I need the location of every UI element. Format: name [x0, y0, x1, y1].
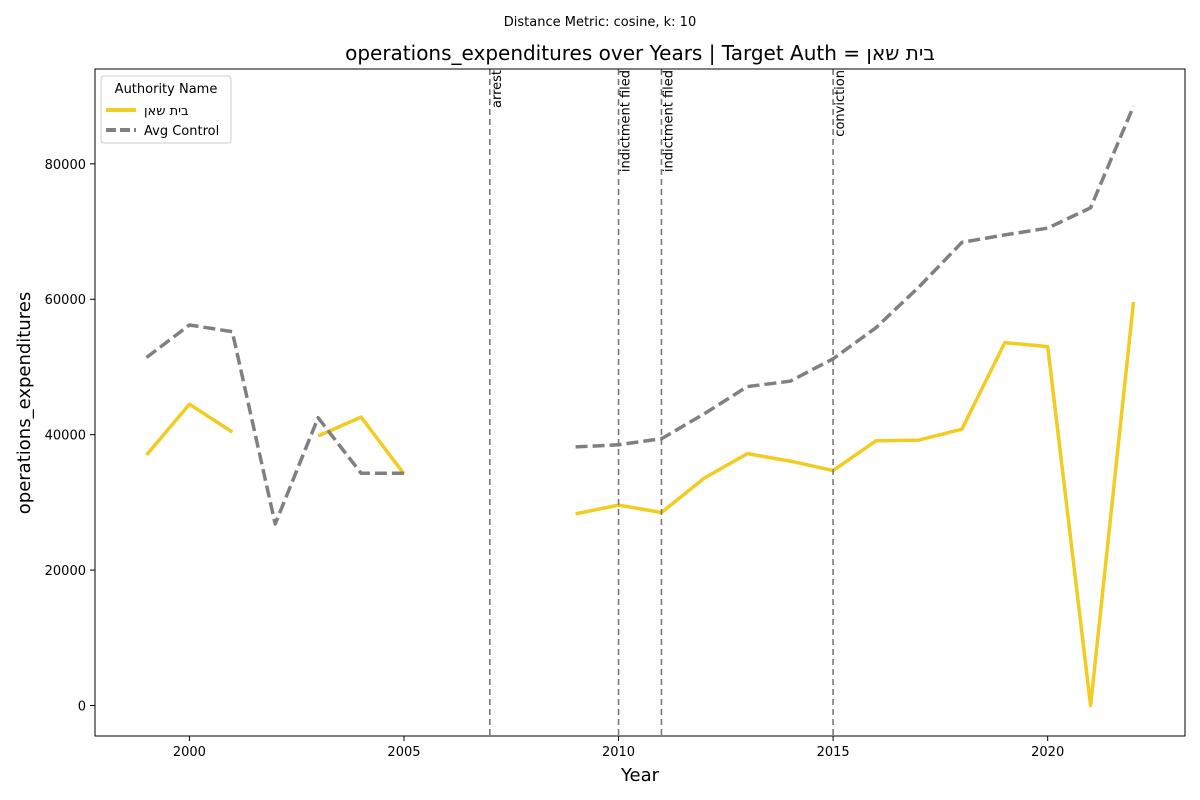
event-label-3: conviction [833, 70, 848, 137]
legend-label-target: בית שאן [144, 104, 189, 119]
target-series-line-1 [317, 415, 406, 475]
y-tick-label-0: 0 [78, 700, 86, 715]
x-tick-label-0: 2000 [173, 745, 206, 760]
y-axis-label: operations_expenditures [14, 292, 35, 514]
event-label-0: arrest [490, 70, 505, 108]
avg-control-series-line-0 [145, 323, 404, 526]
avg-control-series-line-1 [575, 105, 1136, 449]
y-tick-label-4: 80000 [45, 158, 86, 173]
x-tick-label-4: 2020 [1031, 745, 1064, 760]
chart-suptitle: Distance Metric: cosine, k: 10 [504, 15, 696, 30]
plot-frame [94, 68, 1186, 737]
y-tick-label-3: 60000 [45, 293, 86, 308]
event-markers: arrest indictment filed indictment filed co… [489, 69, 848, 736]
legend: Authority Name בית שאן Avg Control [100, 75, 232, 144]
target-series-line-2 [575, 301, 1136, 708]
chart-title: operations_expenditures over Years | Tar… [345, 41, 935, 65]
legend-label-avg-control: Avg Control [144, 124, 219, 139]
y-tick-label-2: 40000 [45, 429, 86, 444]
series-lines [145, 105, 1136, 708]
legend-box [100, 75, 232, 144]
x-tick-label-1: 2005 [387, 745, 420, 760]
x-axis-ticks: 2000 2005 2010 2015 2020 [173, 736, 1064, 760]
y-axis-ticks: 0 20000 40000 60000 80000 [45, 158, 95, 715]
x-tick-label-2: 2010 [602, 745, 635, 760]
x-axis-label: Year [620, 765, 660, 786]
x-tick-label-3: 2015 [817, 745, 850, 760]
event-label-2: indictment filed [661, 70, 676, 172]
y-tick-label-1: 20000 [45, 564, 86, 579]
legend-title: Authority Name [115, 82, 218, 97]
event-label-1: indictment filed [619, 70, 634, 172]
target-series-line-0 [145, 402, 234, 457]
